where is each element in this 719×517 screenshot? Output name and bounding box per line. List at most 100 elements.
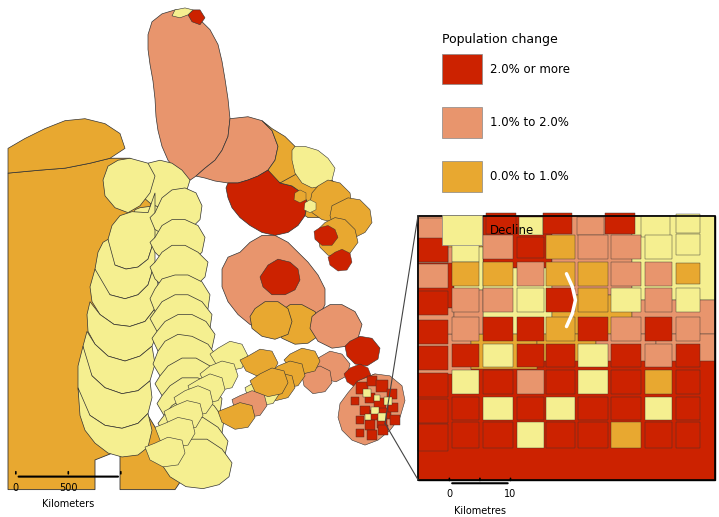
Polygon shape [611,397,641,420]
Polygon shape [188,10,205,25]
Polygon shape [611,235,641,259]
Polygon shape [95,237,155,299]
Polygon shape [677,344,700,368]
Polygon shape [578,288,608,312]
Polygon shape [371,406,379,415]
Polygon shape [578,344,608,368]
Polygon shape [8,119,125,173]
Polygon shape [519,217,543,235]
Polygon shape [78,346,152,428]
Text: 10: 10 [504,490,517,499]
Polygon shape [645,422,672,448]
Polygon shape [310,180,352,222]
Polygon shape [656,334,715,361]
Polygon shape [363,389,371,397]
Polygon shape [483,344,513,368]
Polygon shape [546,422,575,448]
Polygon shape [418,308,454,334]
Polygon shape [356,382,368,393]
Polygon shape [379,407,391,419]
Polygon shape [200,361,238,391]
Polygon shape [153,334,218,388]
Polygon shape [483,235,513,259]
Polygon shape [452,288,479,312]
Polygon shape [454,247,483,290]
Polygon shape [546,288,575,312]
Polygon shape [418,216,483,334]
Bar [442,54,482,84]
Polygon shape [260,259,300,295]
Polygon shape [546,344,575,368]
Polygon shape [284,348,320,374]
Polygon shape [188,374,225,404]
Bar [418,216,715,480]
Polygon shape [345,336,380,366]
Polygon shape [546,317,575,341]
Polygon shape [314,225,338,245]
Polygon shape [452,370,479,394]
Polygon shape [351,397,359,405]
Polygon shape [158,398,224,447]
Polygon shape [292,146,335,188]
Text: Kilometers: Kilometers [42,499,94,509]
Polygon shape [577,217,604,235]
Polygon shape [378,414,386,421]
Polygon shape [418,334,715,480]
Text: 0.0% to 1.0%: 0.0% to 1.0% [490,170,569,183]
Polygon shape [150,245,208,292]
Polygon shape [108,193,155,269]
Polygon shape [365,420,375,430]
Bar [418,216,715,480]
Polygon shape [677,234,700,255]
Polygon shape [360,405,370,416]
Polygon shape [328,249,352,271]
Polygon shape [196,117,278,183]
Polygon shape [645,370,672,394]
Text: 2.0% or more: 2.0% or more [490,63,570,75]
Polygon shape [418,373,448,397]
Polygon shape [551,295,632,334]
Polygon shape [611,317,641,341]
Polygon shape [140,160,190,208]
Polygon shape [356,416,364,424]
Polygon shape [367,376,377,386]
Polygon shape [418,218,448,239]
Bar [442,215,482,246]
Polygon shape [275,305,322,344]
Polygon shape [452,422,479,448]
Polygon shape [483,397,513,420]
Text: 500: 500 [59,483,78,493]
Polygon shape [645,317,672,341]
Polygon shape [378,425,388,435]
Polygon shape [546,235,575,259]
Polygon shape [155,417,195,447]
Polygon shape [304,200,316,212]
Polygon shape [578,262,608,285]
Polygon shape [174,386,213,416]
Text: Population change: Population change [442,33,558,46]
Polygon shape [318,218,358,257]
Polygon shape [384,397,392,405]
Polygon shape [483,268,551,334]
Polygon shape [245,378,280,405]
Polygon shape [344,364,372,388]
Polygon shape [486,213,516,234]
Polygon shape [390,416,400,425]
Polygon shape [677,317,700,341]
Polygon shape [418,399,448,423]
Polygon shape [418,263,454,308]
Polygon shape [418,346,448,370]
Polygon shape [258,373,295,401]
Polygon shape [632,216,715,300]
Polygon shape [418,238,448,262]
Polygon shape [677,263,700,284]
Polygon shape [250,368,288,397]
Polygon shape [132,206,178,249]
Polygon shape [641,216,670,237]
Polygon shape [155,358,220,407]
Polygon shape [150,295,212,344]
Polygon shape [350,390,378,414]
Polygon shape [518,237,544,258]
Polygon shape [543,213,572,234]
Polygon shape [418,320,448,344]
